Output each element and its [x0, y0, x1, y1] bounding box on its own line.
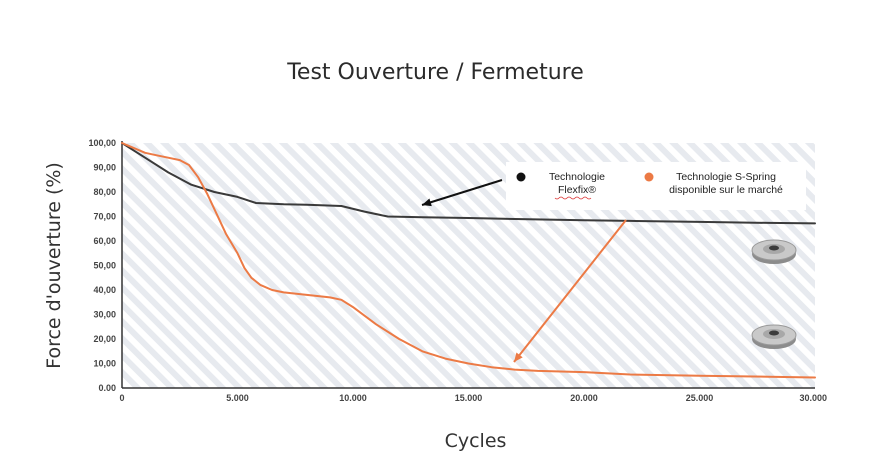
washer-image: [751, 324, 797, 349]
y-tick-label: 40,00: [93, 285, 116, 295]
spellcheck-underline: [554, 196, 592, 200]
y-tick-label: 20,00: [93, 334, 116, 344]
legend-label: Technologie S-Spring: [676, 171, 776, 183]
y-axis-title: Force d'ouverture (%): [43, 162, 65, 369]
legend-label: Flexfix®: [558, 184, 596, 196]
legend-marker: [644, 172, 654, 182]
series-line-s-spring: [121, 142, 816, 379]
y-tick-label: 10,00: [93, 359, 116, 369]
series-layer: [121, 142, 816, 379]
annotation-arrows: [421, 179, 627, 363]
axes: [121, 141, 815, 389]
x-tick-label: 10.000: [339, 393, 367, 403]
x-axis-title: Cycles: [445, 430, 507, 452]
y-tick-label: 50,00: [93, 261, 116, 271]
legend-label: Technologie: [549, 171, 605, 183]
washer-images: [751, 239, 797, 349]
washer-image: [751, 239, 797, 264]
legend-box: [506, 162, 806, 210]
arrow-s-spring: [513, 219, 627, 363]
x-tick-label: 25.000: [686, 393, 714, 403]
y-tick-label: 100,00: [88, 138, 116, 148]
y-tick-label: 90,00: [93, 163, 116, 173]
chart-title: Test Ouverture / Fermeture: [287, 60, 584, 85]
x-tick-label: 30.000: [799, 393, 827, 403]
tick-labels: 0.00 10,00 20,00 30,00 40,00 50,00 60,00 70,00 8…: [88, 138, 827, 403]
arrow-flexfix: [421, 179, 503, 207]
y-tick-label: 60,00: [93, 236, 116, 246]
legend-label: disponible sur le marché: [669, 184, 783, 196]
y-tick-label: 30,00: [93, 310, 116, 320]
y-tick-label: 80,00: [93, 187, 116, 197]
x-tick-label: 5.000: [226, 393, 249, 403]
x-tick-label: 20.000: [570, 393, 598, 403]
x-tick-label: 0: [119, 393, 124, 403]
y-tick-label: 70,00: [93, 212, 116, 222]
legend-marker: [516, 172, 526, 182]
y-tick-label: 0.00: [98, 383, 116, 393]
series-line-flexfix: [121, 142, 816, 225]
x-tick-label: 15.000: [455, 393, 483, 403]
